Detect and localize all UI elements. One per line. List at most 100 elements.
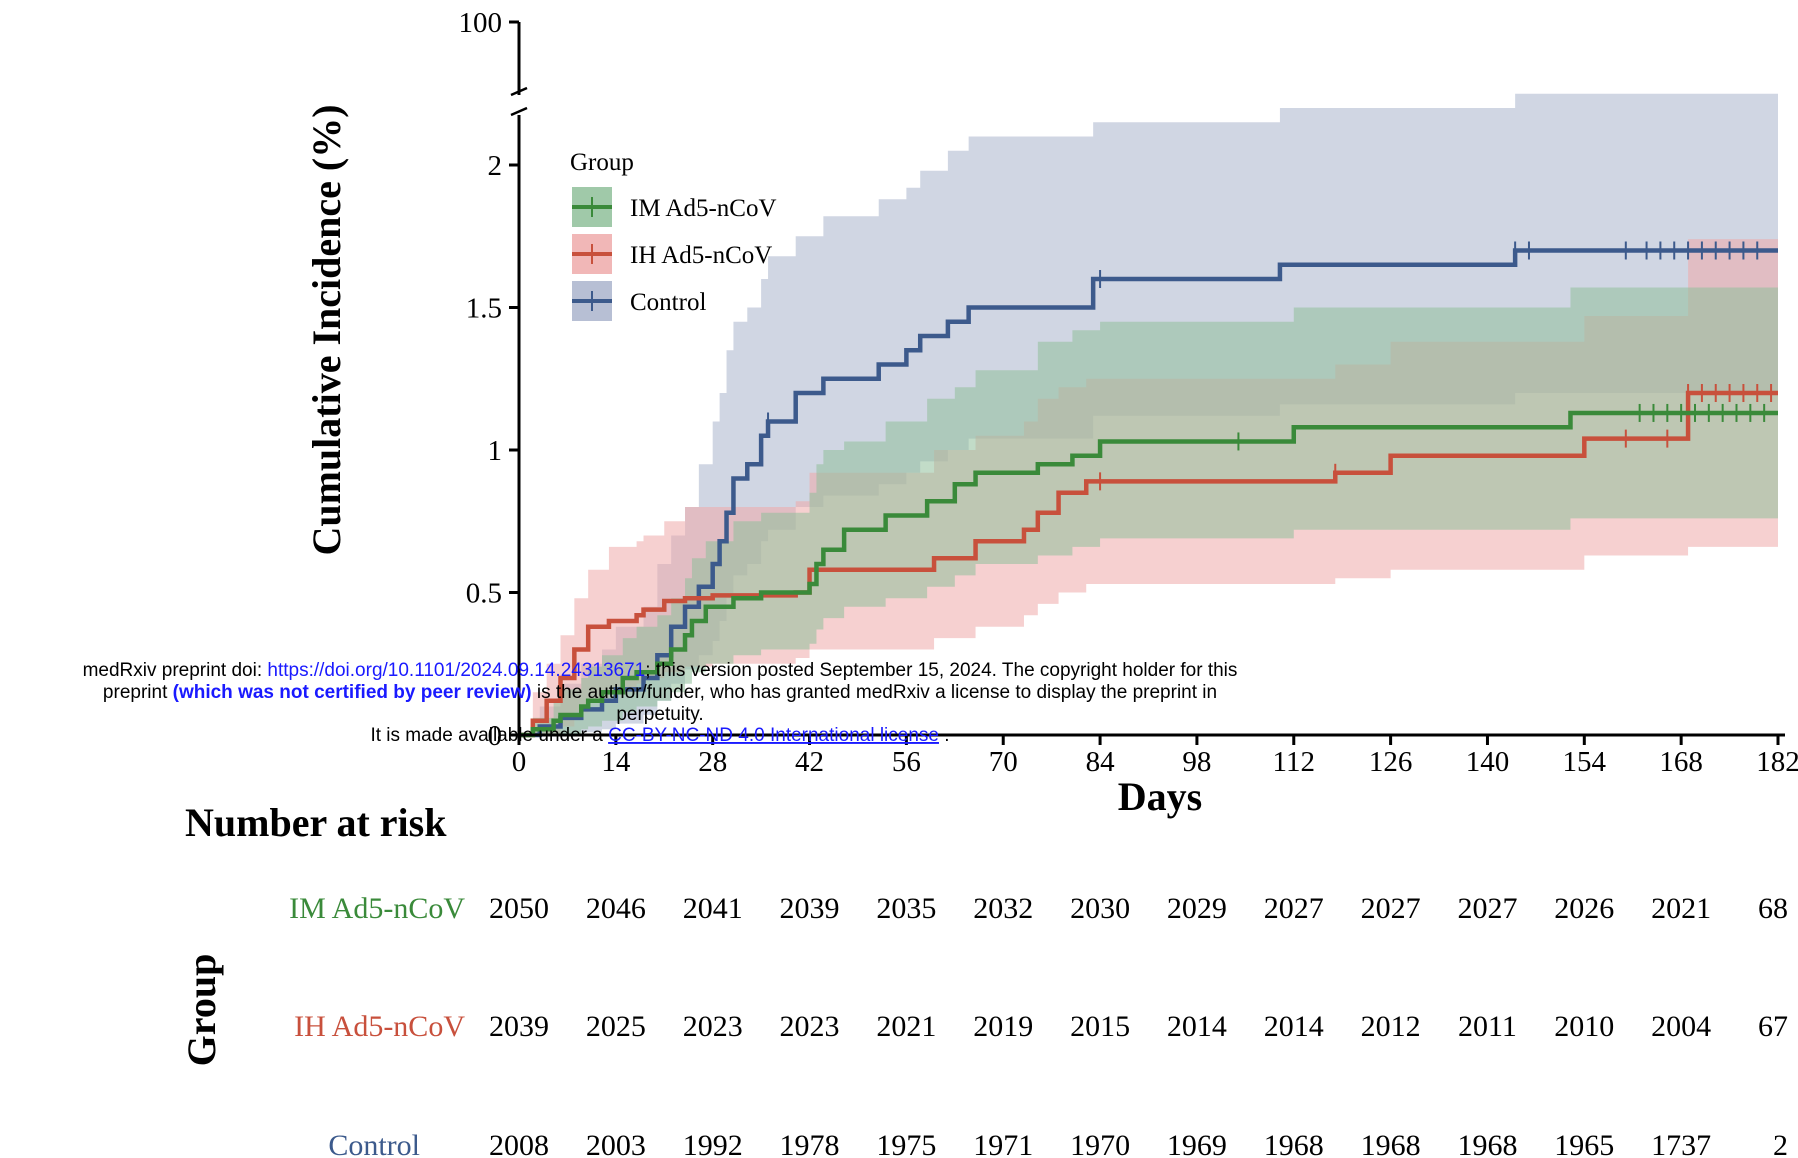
risk-value-control-12: 1737 bbox=[1651, 1129, 1711, 1158]
watermark-line-4: It is made available under a CC-BY-NC-ND… bbox=[370, 725, 949, 746]
risk-value-im-ad5-ncov-8: 2027 bbox=[1264, 892, 1324, 925]
risk-value-ih-ad5-ncov-13: 67 bbox=[1758, 1010, 1788, 1043]
risk-value-im-ad5-ncov-0: 2050 bbox=[489, 892, 549, 925]
risk-table-title: Number at risk bbox=[185, 800, 447, 845]
risk-value-im-ad5-ncov-9: 2027 bbox=[1361, 892, 1421, 925]
preprint-watermark: medRxiv preprint doi: https://doi.org/10… bbox=[83, 660, 1238, 746]
risk-value-control-6: 1970 bbox=[1070, 1129, 1130, 1158]
risk-value-control-2: 1992 bbox=[683, 1129, 743, 1158]
risk-value-im-ad5-ncov-6: 2030 bbox=[1070, 892, 1130, 925]
risk-value-control-0: 2008 bbox=[489, 1129, 549, 1158]
risk-table-axis-title: Group bbox=[179, 954, 224, 1067]
watermark-line-2-suffix: is the author/funder, who has granted me… bbox=[532, 682, 1217, 703]
risk-value-im-ad5-ncov-4: 2035 bbox=[876, 892, 936, 925]
y-ticks: 0 0.5 1 1.5 2 bbox=[466, 150, 519, 752]
risk-value-im-ad5-ncov-12: 2021 bbox=[1651, 892, 1711, 925]
risk-value-im-ad5-ncov-11: 2026 bbox=[1554, 892, 1614, 925]
risk-value-control-9: 1968 bbox=[1361, 1129, 1421, 1158]
watermark-line-4-prefix: It is made available under a bbox=[370, 725, 608, 746]
risk-values: 2050 2046 2041 2039 2035 2032 2030 2029 2027 2027… bbox=[489, 892, 1788, 1158]
x-tick-label-3: 42 bbox=[795, 746, 824, 778]
x-tick-label-6: 84 bbox=[1086, 746, 1116, 778]
risk-value-control-8: 1968 bbox=[1264, 1129, 1324, 1158]
x-tick-label-13: 182 bbox=[1756, 746, 1798, 778]
risk-value-control-3: 1978 bbox=[780, 1129, 840, 1158]
risk-value-ih-ad5-ncov-7: 2014 bbox=[1167, 1010, 1227, 1043]
watermark-line-1: medRxiv preprint doi: https://doi.org/10… bbox=[83, 660, 1238, 681]
risk-value-ih-ad5-ncov-8: 2014 bbox=[1264, 1010, 1324, 1043]
risk-value-im-ad5-ncov-5: 2032 bbox=[973, 892, 1033, 925]
y-tick-label-3: 1.5 bbox=[466, 293, 502, 325]
y-axis-break-mark-top bbox=[510, 86, 528, 97]
risk-value-control-10: 1968 bbox=[1457, 1129, 1517, 1158]
risk-value-control-4: 1975 bbox=[876, 1129, 936, 1158]
risk-table: Number at risk Group IM Ad5-nCoV IH Ad5-… bbox=[179, 800, 1788, 1158]
risk-value-ih-ad5-ncov-1: 2025 bbox=[586, 1010, 646, 1043]
watermark-line-2: preprint (which was not certified by pee… bbox=[103, 682, 1217, 703]
curve-control bbox=[519, 248, 1778, 738]
risk-value-ih-ad5-ncov-10: 2011 bbox=[1458, 1010, 1517, 1043]
risk-value-ih-ad5-ncov-6: 2015 bbox=[1070, 1010, 1130, 1043]
legend-item-ih: IH Ad5-nCoV bbox=[572, 234, 772, 274]
risk-value-control-7: 1969 bbox=[1167, 1129, 1227, 1158]
y-tick-label-100: 100 bbox=[459, 7, 503, 39]
watermark-line-2-prefix: preprint bbox=[103, 682, 173, 703]
x-tick-label-8: 112 bbox=[1273, 746, 1315, 778]
risk-value-control-13: 2 bbox=[1773, 1129, 1788, 1158]
confidence-bands bbox=[519, 93, 1778, 735]
risk-value-im-ad5-ncov-7: 2029 bbox=[1167, 892, 1227, 925]
risk-value-ih-ad5-ncov-0: 2039 bbox=[489, 1010, 549, 1043]
risk-value-ih-ad5-ncov-9: 2012 bbox=[1361, 1010, 1421, 1043]
watermark-peer-review-note: (which was not certified by peer review) bbox=[173, 682, 532, 703]
risk-value-ih-ad5-ncov-2: 2023 bbox=[683, 1010, 743, 1043]
x-tick-label-0: 0 bbox=[512, 746, 527, 778]
legend-item-im: IM Ad5-nCoV bbox=[572, 187, 777, 227]
y-tick-label-0: 0 bbox=[488, 720, 503, 752]
watermark-line-1-suffix: ; this version posted September 15, 2024… bbox=[645, 660, 1237, 681]
risk-value-control-11: 1965 bbox=[1554, 1129, 1614, 1158]
legend-item-control: Control bbox=[572, 281, 706, 321]
legend-title: Group bbox=[570, 149, 634, 176]
legend-label-control: Control bbox=[630, 289, 706, 316]
risk-value-im-ad5-ncov-13: 68 bbox=[1758, 892, 1788, 925]
censor-marks bbox=[767, 241, 1773, 491]
x-tick-label-4: 56 bbox=[892, 746, 921, 778]
y-axis-break-mark-bottom bbox=[510, 106, 528, 117]
x-tick-label-5: 70 bbox=[989, 746, 1018, 778]
risk-value-ih-ad5-ncov-3: 2023 bbox=[780, 1010, 840, 1043]
legend: Group IM Ad5-nCoV IH Ad5-nCoV Control bbox=[570, 149, 777, 321]
x-tick-label-12: 168 bbox=[1659, 746, 1703, 778]
risk-value-im-ad5-ncov-3: 2039 bbox=[780, 892, 840, 925]
risk-value-control-1: 2003 bbox=[586, 1129, 646, 1158]
risk-value-ih-ad5-ncov-4: 2021 bbox=[876, 1010, 936, 1043]
x-axis-title: Days bbox=[1118, 774, 1202, 819]
y-tick-label-2: 1 bbox=[488, 435, 503, 467]
band-im-ad5-ncov bbox=[519, 287, 1778, 735]
y-axis-title: Cumulative Incidence (%) bbox=[304, 104, 349, 555]
x-tick-label-10: 140 bbox=[1466, 746, 1510, 778]
y-tick-label-1: 0.5 bbox=[466, 578, 502, 610]
x-tick-label-1: 14 bbox=[601, 746, 631, 778]
curve-im-ad5-ncov bbox=[519, 410, 1778, 738]
legend-label-im: IM Ad5-nCoV bbox=[630, 195, 777, 222]
x-tick-label-11: 154 bbox=[1563, 746, 1607, 778]
x-tick-label-9: 126 bbox=[1369, 746, 1413, 778]
risk-value-ih-ad5-ncov-5: 2019 bbox=[973, 1010, 1033, 1043]
risk-value-im-ad5-ncov-2: 2041 bbox=[683, 892, 743, 925]
risk-group-label-control: Control bbox=[328, 1129, 420, 1158]
x-tick-label-7: 98 bbox=[1182, 746, 1211, 778]
x-tick-label-2: 28 bbox=[698, 746, 727, 778]
risk-value-ih-ad5-ncov-12: 2004 bbox=[1651, 1010, 1711, 1043]
watermark-license-link[interactable]: CC-BY-NC-ND 4.0 International license bbox=[608, 725, 939, 746]
watermark-line-4-suffix: . bbox=[939, 725, 950, 746]
risk-value-im-ad5-ncov-10: 2027 bbox=[1457, 892, 1517, 925]
watermark-doi-link[interactable]: https://doi.org/10.1101/2024.09.14.24313… bbox=[267, 660, 645, 681]
legend-label-ih: IH Ad5-nCoV bbox=[630, 242, 772, 269]
risk-group-label-ih: IH Ad5-nCoV bbox=[294, 1010, 465, 1043]
x-ticks: 0 14 28 42 56 70 84 98 112 126 140 154 168 182 bbox=[512, 735, 1798, 778]
watermark-line-1-prefix: medRxiv preprint doi: bbox=[83, 660, 268, 681]
risk-value-ih-ad5-ncov-11: 2010 bbox=[1554, 1010, 1614, 1043]
axes bbox=[509, 20, 1785, 737]
risk-value-im-ad5-ncov-1: 2046 bbox=[586, 892, 646, 925]
